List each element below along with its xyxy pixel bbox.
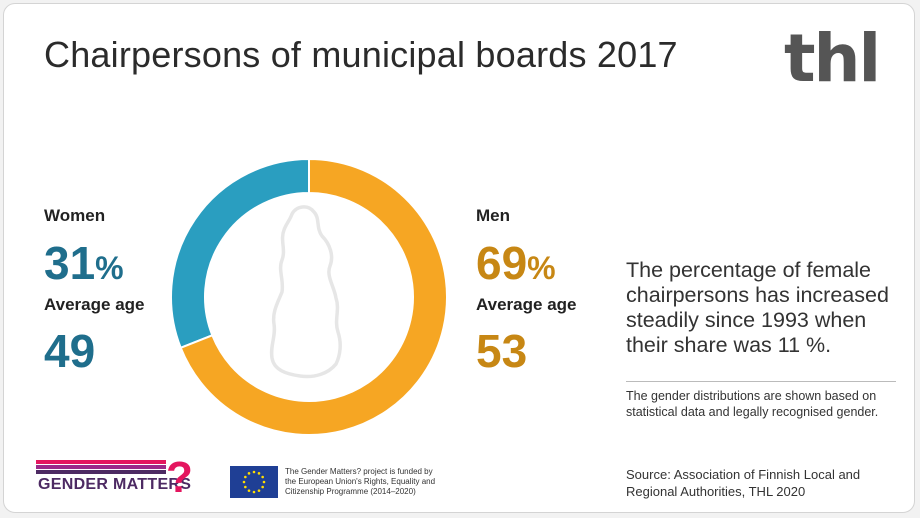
gender-matters-question-mark: ? [166, 453, 193, 502]
men-age-label: Average age [476, 295, 577, 314]
women-age-value: 49 [44, 325, 96, 377]
gender-matters-logo: GENDER MATTERS ? [36, 456, 196, 504]
eu-funding-text: The Gender Matters? project is funded by… [285, 467, 436, 496]
note-text: The gender distributions are shown based… [626, 389, 879, 419]
gender-matters-text: GENDER MATTERS [38, 476, 192, 493]
eu-flag-icon [230, 466, 278, 498]
description-text: The percentage of female chairpersons ha… [626, 258, 889, 357]
men-percent-value: 69 [476, 237, 528, 289]
women-label: Women [44, 206, 106, 225]
women-percent-value: 31 [44, 237, 96, 289]
men-percent-sign: % [527, 250, 556, 286]
source-text: Source: Association of Finnish Local and… [626, 467, 861, 499]
men-age-value: 53 [476, 325, 528, 377]
women-percent: 31% [44, 240, 124, 286]
donut-chart [170, 157, 448, 436]
women-percent-sign: % [95, 250, 124, 286]
gender-matters-stripes [36, 460, 166, 474]
donut-slice-men [179, 157, 448, 436]
finland-map-outline [269, 205, 342, 379]
men-label: Men [476, 206, 510, 225]
donut-slice-women [170, 157, 310, 350]
chart-slices [170, 157, 448, 436]
divider [626, 381, 896, 382]
infographic-card: Chairpersons of municipal boards 2017 th… [3, 3, 915, 513]
women-age-label: Average age [44, 295, 145, 314]
thl-logo: thl [784, 20, 881, 97]
men-percent: 69% [476, 240, 556, 286]
page-title: Chairpersons of municipal boards 2017 [44, 34, 678, 75]
